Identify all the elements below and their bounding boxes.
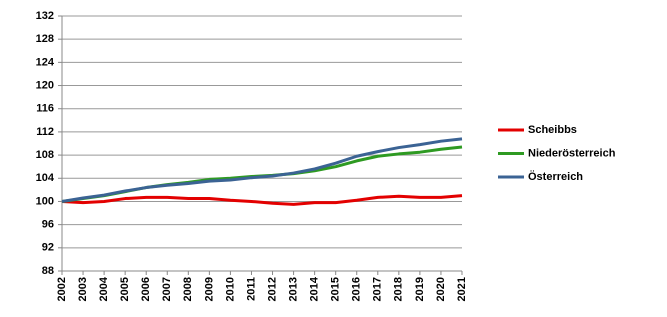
series-line bbox=[61, 194, 463, 206]
y-tick-label: 100 bbox=[36, 195, 54, 207]
y-tick-label: 96 bbox=[42, 219, 54, 231]
series-line bbox=[61, 137, 463, 203]
x-tick-label: 2015 bbox=[330, 277, 342, 301]
x-tick-label: 2021 bbox=[456, 277, 468, 301]
y-tick-label: 104 bbox=[36, 172, 55, 184]
y-tick-label: 92 bbox=[42, 242, 54, 254]
x-tick-label: 2018 bbox=[393, 277, 405, 301]
x-tick-label: 2016 bbox=[351, 277, 363, 301]
legend-label: Scheibbs bbox=[528, 124, 577, 136]
x-tick-label: 2012 bbox=[266, 277, 278, 301]
y-tick-label: 88 bbox=[42, 265, 54, 277]
x-tick-label: 2014 bbox=[309, 276, 321, 301]
x-tick-label: 2008 bbox=[182, 277, 194, 301]
y-tick-label: 112 bbox=[36, 126, 54, 138]
y-tick-label: 128 bbox=[36, 33, 54, 45]
legend-label: Niederösterreich bbox=[528, 147, 616, 159]
y-tick-label: 124 bbox=[36, 56, 55, 68]
x-tick-label: 2003 bbox=[77, 277, 89, 301]
x-tick-label: 2009 bbox=[203, 277, 215, 301]
y-tick-label: 120 bbox=[36, 79, 54, 91]
x-tick-label: 2002 bbox=[56, 277, 68, 301]
x-tick-label: 2011 bbox=[245, 277, 257, 301]
y-tick-label: 116 bbox=[36, 103, 54, 115]
x-tick-label: 2010 bbox=[224, 277, 236, 301]
x-tick-label: 2005 bbox=[119, 277, 131, 301]
x-tick-label: 2004 bbox=[98, 276, 110, 301]
y-tick-label: 108 bbox=[36, 149, 54, 161]
x-tick-label: 2006 bbox=[140, 277, 152, 301]
y-tick-label: 132 bbox=[36, 10, 54, 22]
legend-label: Österreich bbox=[528, 170, 583, 183]
x-tick-label: 2017 bbox=[372, 277, 384, 301]
x-tick-label: 2019 bbox=[414, 277, 426, 301]
x-tick-label: 2007 bbox=[161, 277, 173, 301]
x-tick-label: 2020 bbox=[435, 277, 447, 301]
x-tick-label: 2013 bbox=[287, 277, 299, 301]
